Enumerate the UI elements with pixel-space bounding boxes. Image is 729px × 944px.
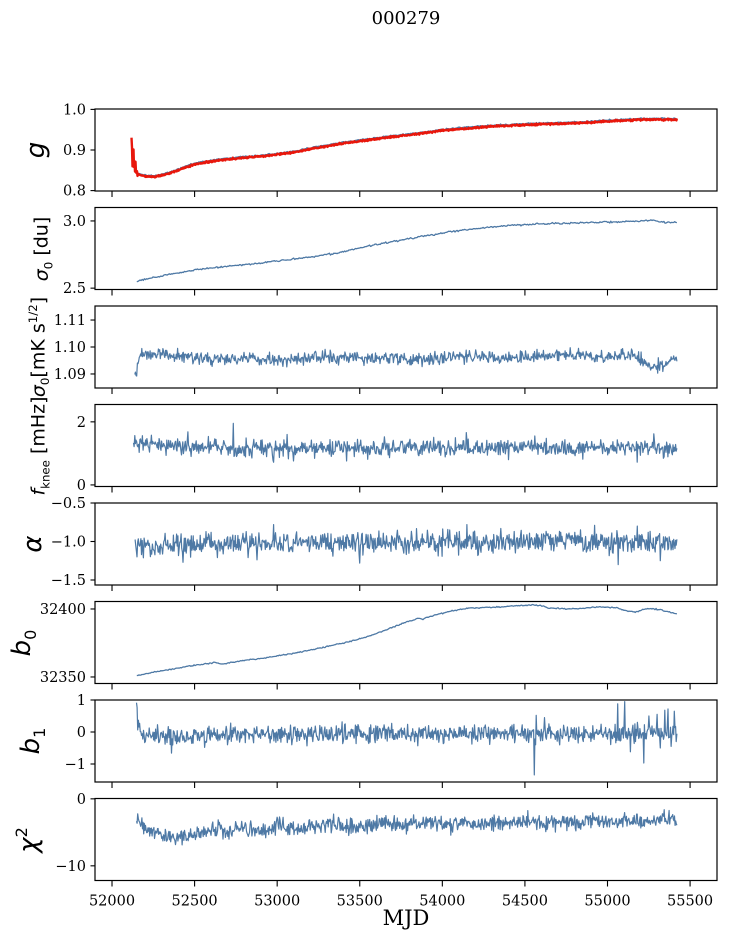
y-tick-label: −1.5 — [51, 573, 86, 589]
series-chi2 — [135, 809, 678, 846]
x-tick-label: 55500 — [667, 894, 713, 910]
figure-title: 000279 — [371, 8, 441, 29]
ylabel-g: g — [21, 141, 51, 159]
y-tick-label: 0 — [77, 725, 86, 741]
series-fknee — [132, 422, 678, 463]
y-tick-label: 32350 — [40, 670, 86, 686]
x-axis-label: MJD — [382, 906, 430, 930]
ylabel-sigma0-du: σ0 [du] — [30, 216, 56, 281]
ylabel-alpha: α — [18, 535, 48, 553]
y-tick-label: 32400 — [40, 602, 86, 618]
series-g-model-blue — [137, 117, 678, 178]
series-b1 — [135, 701, 678, 776]
x-tick-label: 54500 — [502, 894, 548, 910]
y-tick-label: 1.11 — [54, 313, 86, 329]
y-tick-label: −10 — [55, 859, 86, 875]
y-tick-label: 0.9 — [63, 143, 86, 159]
y-tick-label: 0.8 — [63, 184, 86, 200]
panel-border-b0 — [94, 600, 718, 685]
series-sigma0-du — [136, 219, 678, 283]
panel-border-sigma0-mks — [94, 305, 718, 389]
x-tick-label: 53000 — [254, 894, 300, 910]
panel-sigma0-du: 3.0 2.5 — [63, 206, 718, 297]
panel-alpha: −0.5 −1.0 −1.5 — [51, 496, 718, 591]
panel-border-fknee — [94, 403, 718, 488]
panel-border-sigma0-du — [94, 206, 718, 291]
y-tick-label: −1.0 — [51, 534, 86, 550]
ylabel-sigma0-mks: σ0[mK s1/2] — [26, 296, 53, 398]
panel-border-b1 — [94, 699, 718, 783]
panel-border-chi2 — [94, 797, 718, 882]
panel-b1: 1 0 −1 — [65, 693, 718, 788]
x-tick-label: 55000 — [584, 894, 630, 910]
panel-fknee: 20 — [77, 403, 718, 494]
ylabel-fknee: fknee [mHz] — [27, 395, 53, 496]
y-tick-label: 3.0 — [63, 214, 86, 230]
y-tick-label: −1 — [65, 757, 86, 773]
y-tick-label: 2 — [77, 415, 86, 431]
panel-b0: 32400 32350 — [40, 600, 718, 690]
y-tick-label: 1.10 — [54, 340, 86, 356]
panel-chi2: 0 −10 — [55, 792, 718, 887]
y-tick-label: −0.5 — [51, 496, 86, 512]
panel-g: 1.0 0.9 0.8 — [63, 102, 718, 200]
series-b0 — [136, 603, 678, 677]
y-tick-label: 1.0 — [63, 102, 86, 118]
panel-border-alpha — [94, 502, 718, 586]
y-tick-label: 2.5 — [63, 281, 86, 297]
panel-sigma0-mks: 1.11 1.10 1.09 — [54, 305, 718, 394]
x-tick-label: 54000 — [419, 894, 465, 910]
ylabel-chi2: χ2 — [12, 826, 44, 853]
series-sigma0-mks — [134, 347, 678, 377]
series-g-gain-red — [130, 117, 679, 179]
y-tick-label: 0 — [77, 792, 86, 808]
ylabel-b0: b0 — [6, 629, 41, 656]
x-tick-label: 52000 — [89, 894, 135, 910]
series-alpha — [134, 524, 678, 566]
ylabel-b1: b1 — [15, 727, 50, 755]
y-tick-label: 1.09 — [54, 367, 86, 383]
y-tick-label: 1 — [77, 693, 86, 709]
x-tick-label: 53500 — [337, 894, 383, 910]
x-tick-label: 52500 — [172, 894, 218, 910]
y-tick-label: 0 — [77, 478, 86, 494]
